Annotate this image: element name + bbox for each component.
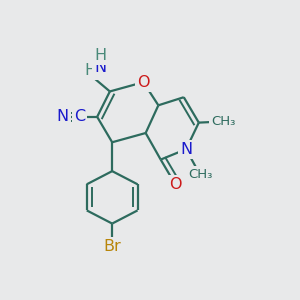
Text: C: C: [74, 109, 86, 124]
Text: N: N: [56, 109, 69, 124]
Text: CH₃: CH₃: [211, 115, 235, 128]
Text: H: H: [84, 63, 96, 78]
Text: Br: Br: [103, 239, 121, 254]
Text: N: N: [94, 60, 107, 75]
Text: H: H: [94, 48, 107, 63]
Text: O: O: [137, 75, 150, 90]
Text: CH₃: CH₃: [188, 168, 212, 181]
Text: O: O: [169, 178, 182, 193]
Text: N: N: [180, 142, 192, 157]
